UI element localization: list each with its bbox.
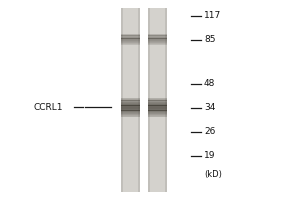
Bar: [148, 100, 167, 101]
Bar: [148, 38, 167, 39]
Text: (kD): (kD): [204, 170, 222, 178]
Bar: [121, 109, 140, 110]
Bar: [148, 110, 167, 111]
Bar: [148, 44, 167, 45]
Bar: [121, 99, 140, 100]
Bar: [166, 8, 167, 192]
Bar: [121, 35, 140, 36]
Bar: [148, 34, 167, 35]
Bar: [121, 112, 140, 113]
Bar: [148, 100, 167, 101]
Bar: [148, 106, 167, 107]
Bar: [148, 113, 167, 114]
Bar: [121, 35, 140, 36]
Bar: [121, 101, 140, 102]
Text: 117: 117: [204, 11, 221, 21]
Bar: [148, 42, 167, 43]
Bar: [121, 40, 140, 41]
Bar: [148, 105, 167, 106]
Bar: [148, 111, 167, 112]
Bar: [121, 114, 140, 115]
Bar: [121, 110, 140, 111]
Bar: [121, 8, 140, 192]
Bar: [148, 102, 167, 103]
Bar: [148, 108, 167, 109]
Bar: [121, 106, 140, 107]
Bar: [121, 43, 140, 44]
Bar: [148, 8, 150, 192]
Bar: [148, 43, 167, 44]
Bar: [121, 100, 140, 101]
Bar: [121, 102, 140, 103]
Bar: [148, 116, 167, 117]
Bar: [148, 109, 167, 110]
Bar: [121, 105, 140, 106]
Bar: [121, 104, 140, 105]
Bar: [121, 38, 140, 39]
Bar: [121, 34, 140, 35]
Bar: [121, 105, 140, 106]
Text: 48: 48: [204, 79, 215, 88]
Bar: [121, 39, 140, 40]
Bar: [121, 100, 140, 101]
Bar: [139, 8, 140, 192]
Bar: [121, 108, 140, 109]
Bar: [121, 36, 140, 37]
Bar: [148, 39, 167, 40]
Bar: [148, 35, 167, 36]
Bar: [148, 41, 167, 42]
Bar: [148, 36, 167, 37]
Bar: [121, 44, 140, 45]
Bar: [121, 38, 140, 39]
Text: 34: 34: [204, 104, 215, 112]
Bar: [148, 8, 167, 192]
Bar: [148, 112, 167, 113]
Bar: [148, 105, 167, 106]
Bar: [148, 98, 167, 99]
Bar: [121, 113, 140, 114]
Bar: [121, 107, 140, 108]
Text: CCRL1: CCRL1: [34, 102, 63, 112]
Bar: [148, 107, 167, 108]
Bar: [148, 37, 167, 38]
Bar: [121, 98, 140, 99]
Bar: [121, 103, 140, 104]
Bar: [121, 42, 140, 43]
Bar: [148, 104, 167, 105]
Bar: [148, 103, 167, 104]
Bar: [148, 115, 167, 116]
Bar: [121, 116, 140, 117]
Bar: [121, 8, 122, 192]
Bar: [121, 41, 140, 42]
Bar: [148, 114, 167, 115]
Text: 26: 26: [204, 128, 215, 136]
Bar: [121, 110, 140, 111]
Bar: [148, 101, 167, 102]
Bar: [121, 115, 140, 116]
Bar: [148, 38, 167, 39]
Text: 85: 85: [204, 36, 215, 45]
Bar: [121, 111, 140, 112]
Bar: [148, 99, 167, 100]
Text: 19: 19: [204, 152, 215, 160]
Bar: [148, 40, 167, 41]
Bar: [148, 35, 167, 36]
Bar: [148, 110, 167, 111]
Bar: [121, 37, 140, 38]
